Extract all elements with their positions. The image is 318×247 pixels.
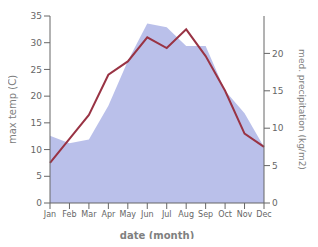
svg-text:Jul: Jul: [161, 210, 172, 219]
svg-text:med. precipitation (kg/m2): med. precipitation (kg/m2): [297, 49, 307, 170]
svg-text:Dec: Dec: [256, 210, 271, 219]
svg-text:max temp (C): max temp (C): [8, 75, 18, 144]
svg-text:Jan: Jan: [43, 210, 56, 219]
svg-text:Jun: Jun: [140, 210, 154, 219]
svg-text:Nov: Nov: [237, 210, 253, 219]
svg-text:15: 15: [31, 118, 42, 128]
svg-text:15: 15: [272, 86, 283, 96]
svg-text:5: 5: [36, 171, 42, 181]
svg-text:10: 10: [272, 123, 284, 133]
svg-text:0: 0: [272, 198, 278, 208]
svg-text:date (month): date (month): [120, 230, 194, 239]
svg-text:Aug: Aug: [178, 210, 194, 219]
svg-text:5: 5: [272, 161, 278, 171]
svg-text:30: 30: [31, 38, 43, 48]
svg-text:0: 0: [36, 198, 42, 208]
svg-text:May: May: [120, 210, 137, 219]
svg-text:Sep: Sep: [198, 210, 213, 219]
svg-text:35: 35: [31, 11, 42, 21]
svg-text:Mar: Mar: [81, 210, 97, 219]
svg-text:25: 25: [31, 65, 42, 75]
svg-text:20: 20: [272, 49, 284, 59]
svg-text:Feb: Feb: [62, 210, 76, 219]
svg-text:20: 20: [31, 91, 43, 101]
svg-text:Oct: Oct: [218, 210, 232, 219]
svg-text:Apr: Apr: [101, 210, 116, 219]
svg-text:10: 10: [31, 145, 43, 155]
